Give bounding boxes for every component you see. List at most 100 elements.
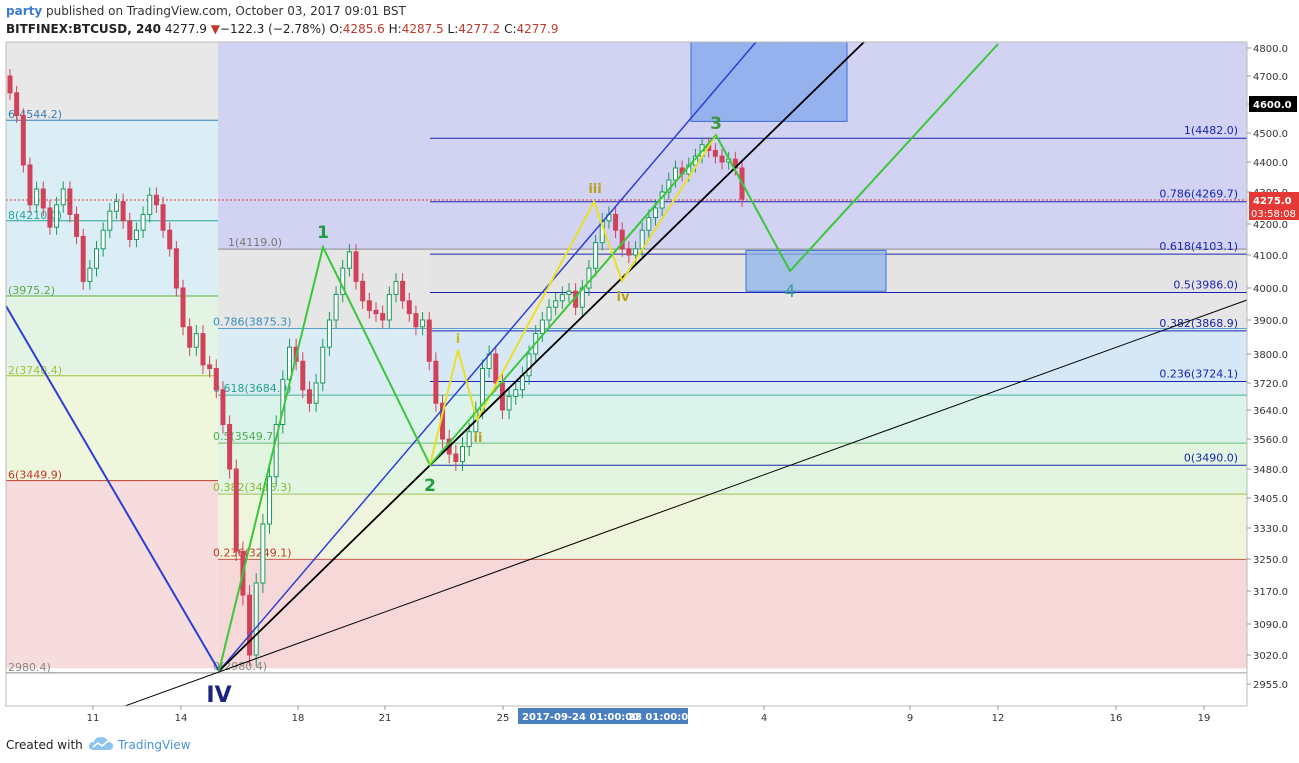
y-tick-label-14: 3480.0 — [1253, 465, 1288, 476]
candle-body-4 — [34, 188, 40, 206]
price-chart[interactable]: 6(4544.2)8(4210.0)(3975.2)2(3740.4)6(344… — [0, 0, 1299, 730]
x-tick-label-0: 11 — [87, 713, 100, 724]
y-tick-label-8: 4000.0 — [1253, 284, 1288, 295]
candle-body-6 — [47, 207, 53, 228]
candle-body-21 — [147, 194, 153, 215]
candle-body-33 — [227, 424, 233, 470]
candle-body-29 — [200, 333, 206, 366]
candle-body-100 — [672, 167, 678, 181]
candle-body-23 — [160, 204, 166, 231]
open-value: 4285.6 — [342, 22, 385, 36]
candle-body-16 — [113, 201, 119, 212]
x-tick-label-4: 25 — [497, 713, 510, 724]
fib-right-label-2: 0.618(4103.1) — [1159, 240, 1238, 253]
price-countdown: 03:58:08 — [1251, 209, 1296, 220]
target-box-wave4 — [745, 249, 887, 292]
fib-right-label-3: 0.5(3986.0) — [1173, 278, 1238, 291]
fib-zone-mid-4 — [218, 494, 1247, 560]
y-tick-label-13: 3560.0 — [1253, 435, 1288, 446]
wave-label-5: i — [456, 332, 460, 347]
candle-body-80 — [539, 319, 545, 335]
candle-body-61 — [413, 313, 419, 328]
y-tick-label-17: 3250.0 — [1253, 555, 1288, 566]
high-label: H: — [388, 22, 402, 36]
fib-left-label-5: 2980.4) — [8, 661, 51, 674]
target-box-wave3 — [690, 41, 848, 122]
candle-body-24 — [167, 229, 173, 250]
y-tick-label-18: 3170.0 — [1253, 587, 1288, 598]
candle-body-9 — [67, 188, 73, 215]
candle-body-59 — [400, 280, 406, 302]
fib-left-label-1: 8(4210.0) — [8, 209, 62, 222]
wave-label-0: IV — [206, 683, 231, 708]
low-label: L: — [447, 22, 459, 36]
candle-body-84 — [566, 290, 572, 295]
tradingview-cloud-icon[interactable] — [88, 736, 114, 752]
sub-wave-path — [429, 134, 717, 466]
fib-left-label-3: 2(3740.4) — [8, 364, 62, 377]
plot-border — [5, 41, 1248, 707]
candle-body-93 — [626, 248, 632, 256]
wave-iv-down-line — [5, 305, 220, 672]
ohlc-legend: BITFINEX:BTCUSD, 240 4277.9 ▼−122.3 (−2.… — [6, 22, 559, 36]
candle-body-18 — [127, 220, 133, 241]
fib-mid-label-1: 0.786(3875.3) — [213, 316, 292, 329]
candle-body-91 — [613, 213, 619, 231]
last-price: 4277.9 — [164, 22, 207, 36]
tradingview-brand-link[interactable]: TradingView — [118, 738, 191, 752]
crosshair-label-0: 2017-09-24 01:00:00 — [522, 712, 639, 723]
candle-body-20 — [140, 213, 146, 231]
candle-body-54 — [366, 300, 372, 311]
candle-body-5 — [40, 188, 46, 209]
x-tick-label-6: 9 — [907, 713, 913, 724]
fib-right-label-5: 0.236(3724.1) — [1159, 368, 1238, 381]
crosshair-label-bg — [518, 708, 688, 724]
channel-upper-blue — [218, 41, 757, 672]
candle-body-94 — [633, 248, 639, 256]
candle-body-17 — [120, 201, 126, 222]
candle-body-40 — [273, 424, 279, 478]
candle-body-75 — [506, 396, 512, 411]
candle-body-0 — [7, 75, 13, 94]
author-name[interactable]: party — [6, 4, 43, 18]
fib-right-label-4: 0.382(3868.9) — [1159, 317, 1238, 330]
y-highlight-bg — [1249, 96, 1297, 112]
candle-body-39 — [267, 476, 273, 525]
candle-body-73 — [493, 353, 499, 384]
fib-mid-label-4: 0.382(3415.3) — [213, 481, 292, 494]
candle-body-77 — [519, 375, 525, 391]
x-tick-label-5: 4 — [761, 713, 767, 724]
long-trendline — [124, 299, 1248, 707]
candle-body-32 — [220, 389, 226, 425]
fib-right-label-0: 1(4482.0) — [1184, 124, 1238, 137]
y-tick-label-7: 4100.0 — [1253, 251, 1288, 262]
symbol-label[interactable]: BITFINEX:BTCUSD, 240 — [6, 22, 162, 36]
candle-body-53 — [360, 280, 366, 302]
close-value: 4277.9 — [516, 22, 559, 36]
wave-label-3: 3 — [710, 114, 722, 134]
price-tag-bg — [1249, 192, 1299, 220]
candle-body-87 — [586, 267, 592, 289]
x-tick-label-2: 18 — [292, 713, 305, 724]
candle-body-36 — [247, 594, 253, 656]
y-tick-label-3: 4500.0 — [1253, 129, 1288, 140]
candle-body-13 — [94, 248, 100, 269]
y-tick-label-15: 3405.0 — [1253, 494, 1288, 505]
candle-body-68 — [460, 446, 466, 462]
wave-label-6: ii — [474, 431, 483, 446]
close-label: C: — [504, 22, 517, 36]
wave-label-4: 4 — [785, 282, 796, 302]
candle-body-107 — [719, 155, 725, 163]
crosshair-label-1: 28 01:00:00 — [628, 712, 695, 723]
wave-label-2: 2 — [424, 476, 436, 496]
price-tag-label: 4275.0 — [1253, 196, 1292, 207]
candle-body-69 — [466, 431, 472, 447]
candle-body-10 — [74, 213, 80, 237]
candle-body-81 — [546, 306, 552, 321]
candle-body-19 — [133, 229, 139, 240]
x-tick-label-8: 16 — [1110, 713, 1123, 724]
candle-body-44 — [300, 360, 306, 391]
y-tick-label-4: 4400.0 — [1253, 158, 1288, 169]
candle-body-49 — [333, 293, 339, 321]
wave-label-7: iii — [588, 182, 601, 197]
